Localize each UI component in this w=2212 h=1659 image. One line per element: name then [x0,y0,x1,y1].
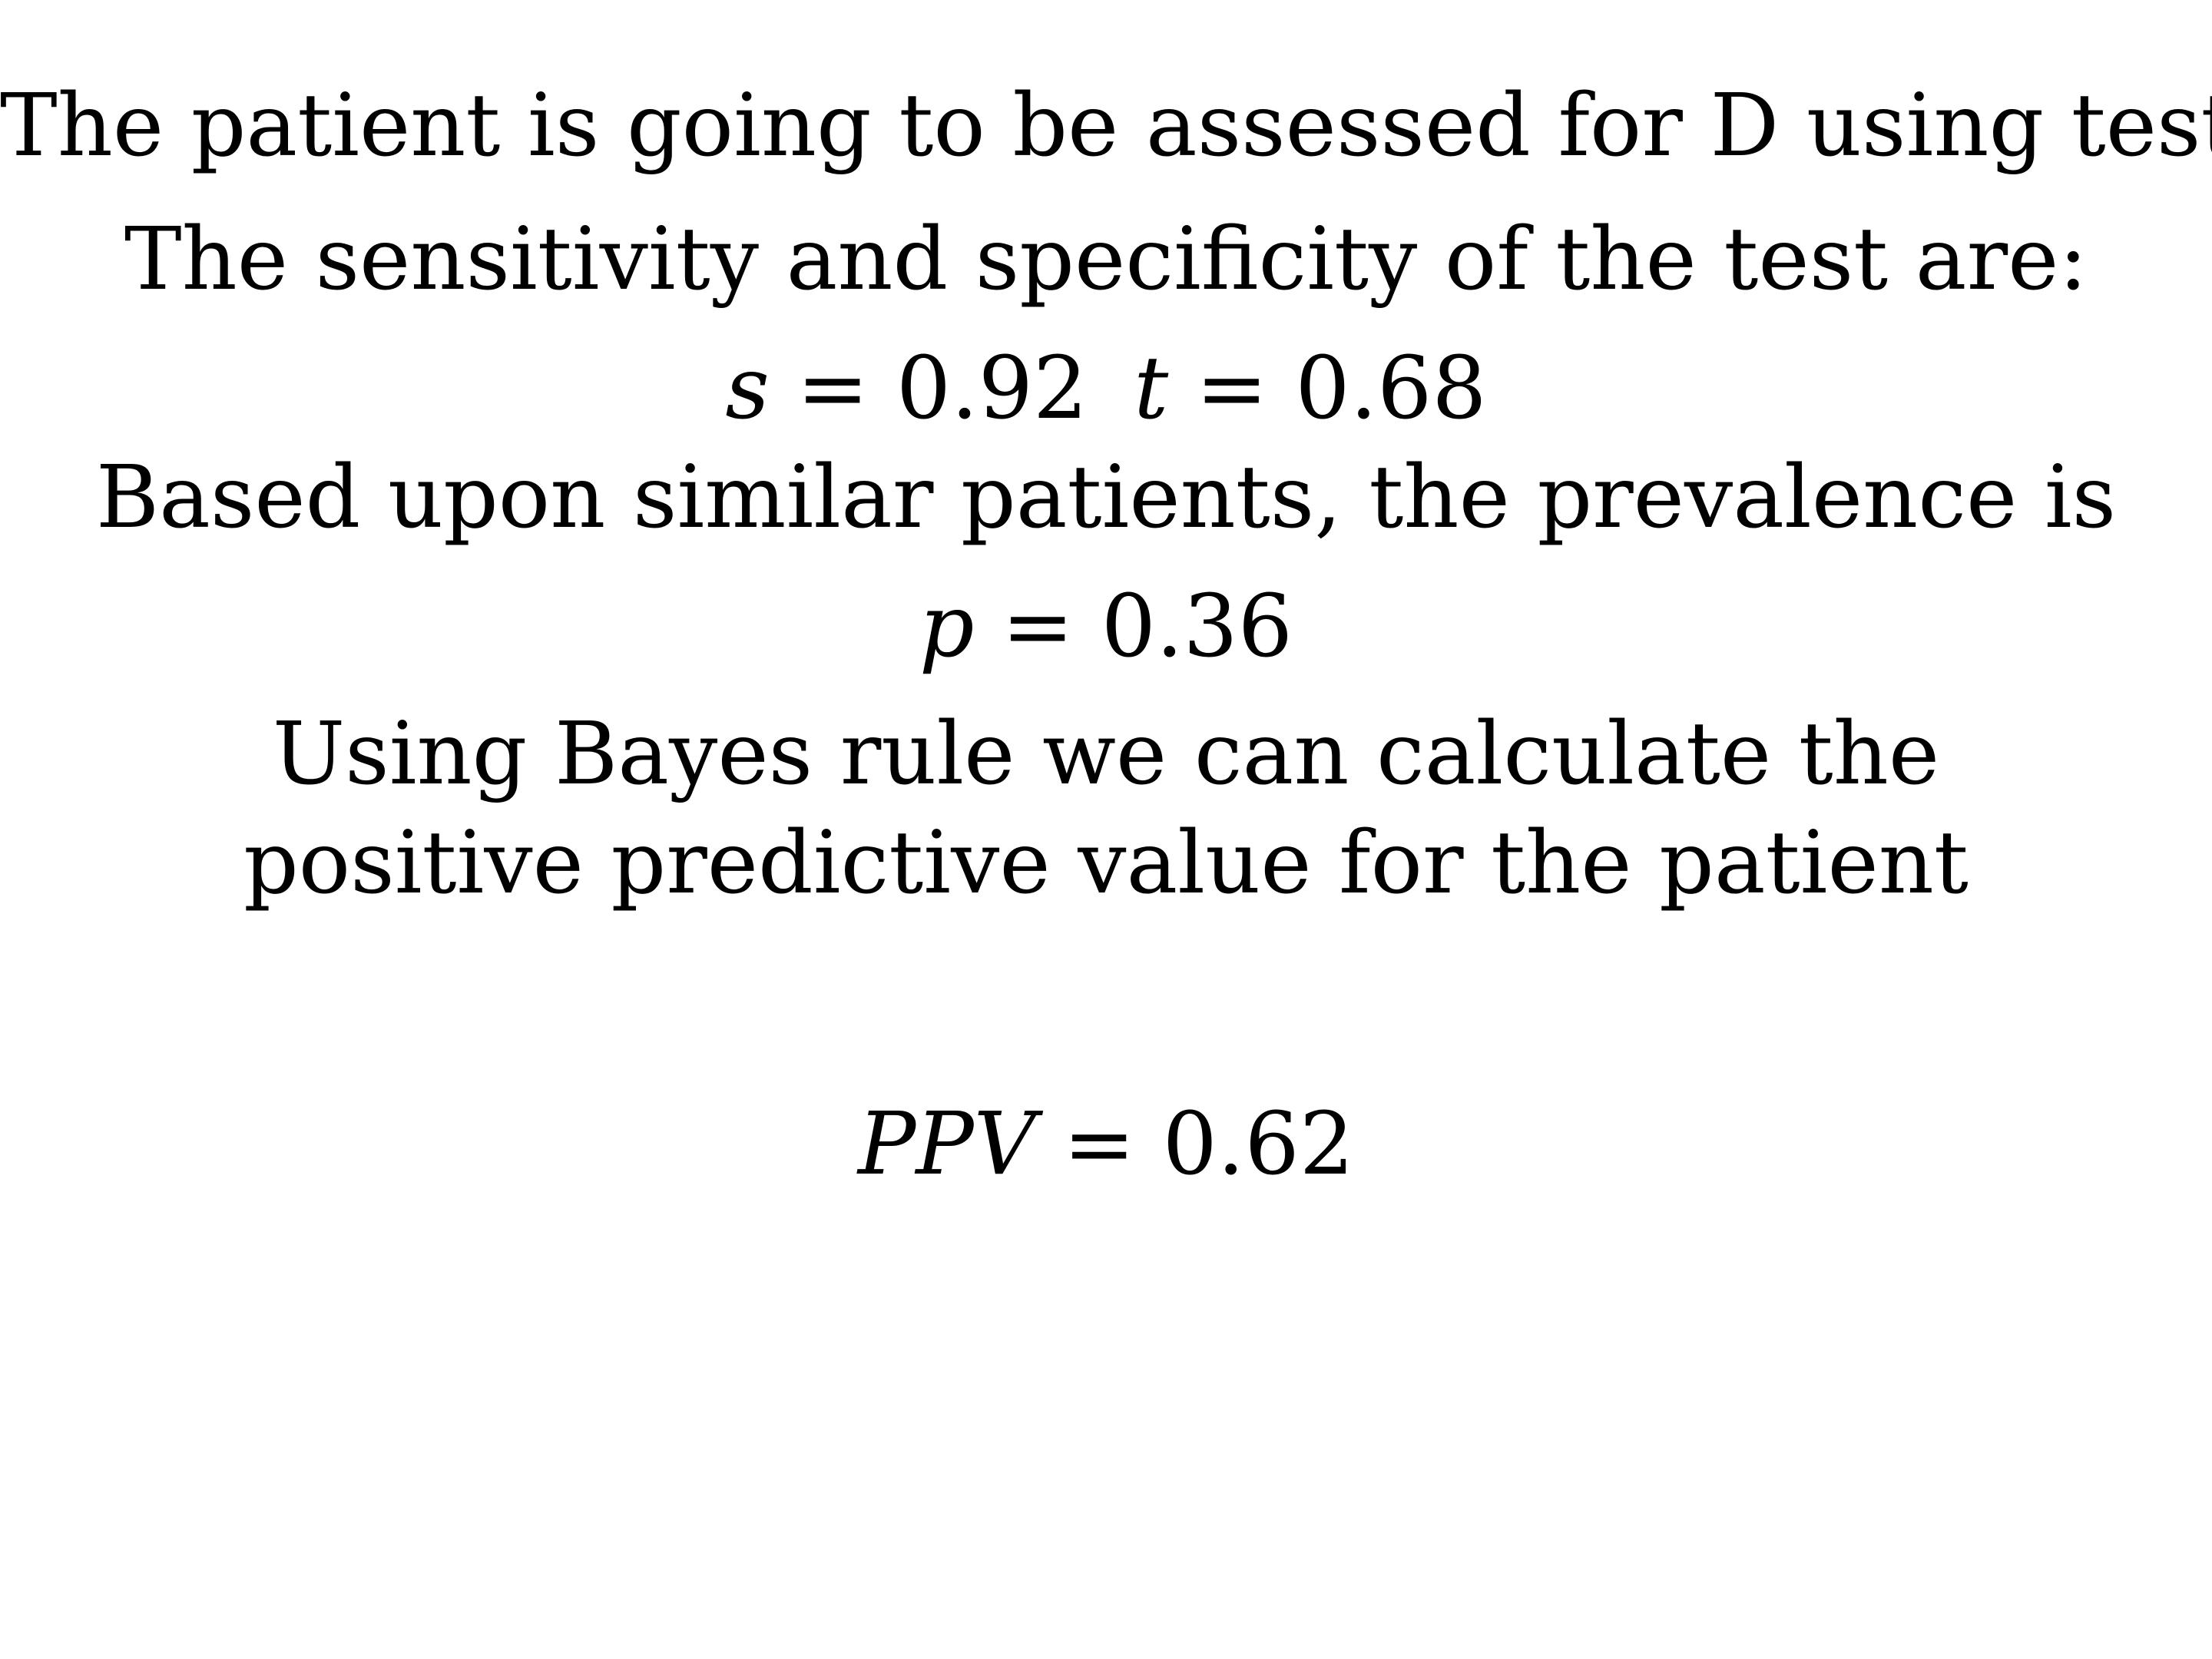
sensitivity-specificity-equation: s = 0.92 t = 0.68 [0,346,2212,432]
sensitivity-value: 0.92 [896,339,1088,439]
prevalence-equation: p = 0.36 [0,584,2212,670]
bayes-text-line-2: positive predictive value for the patien… [243,813,1969,913]
equals-sign: = [1002,577,1075,677]
equals-sign: = [1195,339,1268,439]
specificity-symbol: t [1134,339,1169,439]
equals-sign: = [1063,1094,1136,1194]
sensitivity-symbol: s [725,339,770,439]
ppv-equation: PPV = 0.62 [0,1101,2212,1187]
intro-text: The patient is going to be assessed for … [0,76,2212,176]
ppv-symbol: PPV [857,1094,1036,1194]
prevalence-intro: Based upon similar patients, the prevale… [95,448,2117,548]
bayes-text-line-1: Using Bayes rule we can calculate the [272,704,1940,804]
equals-sign: = [796,339,869,439]
ppv-value: 0.62 [1162,1094,1355,1194]
sensitivity-specificity-intro: The sensitivity and specificity of the t… [124,210,2088,310]
prevalence-symbol: p [919,577,975,677]
specificity-value: 0.68 [1295,339,1487,439]
prevalence-value: 0.36 [1101,577,1293,677]
